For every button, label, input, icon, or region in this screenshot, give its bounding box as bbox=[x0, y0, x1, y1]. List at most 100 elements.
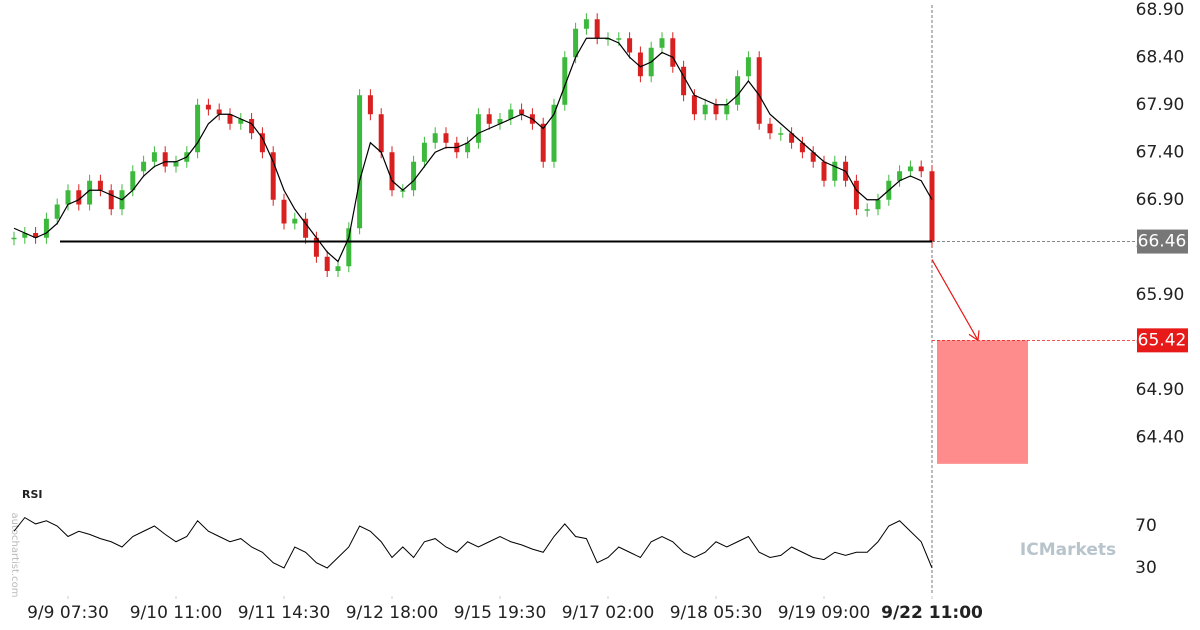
candle bbox=[411, 161, 417, 191]
y-tick-label: 67.40 bbox=[1136, 142, 1185, 162]
candle bbox=[141, 161, 147, 172]
y-tick-label: 65.90 bbox=[1136, 285, 1185, 305]
candle bbox=[497, 119, 503, 124]
candle bbox=[918, 166, 924, 172]
source: autochartist.com bbox=[9, 513, 20, 598]
y-tick-label: 64.90 bbox=[1136, 380, 1185, 400]
candle bbox=[778, 133, 784, 135]
rsi-tick-label: 30 bbox=[1135, 558, 1157, 578]
forecast-arrow bbox=[931, 259, 979, 341]
candle bbox=[443, 133, 449, 143]
candle bbox=[627, 38, 633, 53]
candle bbox=[367, 95, 373, 115]
candle bbox=[65, 190, 71, 205]
candle bbox=[87, 180, 93, 205]
candle bbox=[357, 95, 363, 229]
y-tick-label: 67.90 bbox=[1136, 95, 1185, 115]
candle bbox=[33, 233, 39, 238]
candle bbox=[691, 95, 697, 115]
candle bbox=[573, 28, 579, 58]
target-zone bbox=[937, 340, 1028, 464]
candle bbox=[238, 119, 244, 124]
candle bbox=[173, 161, 179, 167]
rsi-tick-label: 70 bbox=[1135, 516, 1157, 536]
candle bbox=[303, 218, 309, 238]
candle bbox=[335, 266, 341, 271]
candle bbox=[162, 152, 168, 167]
candle bbox=[562, 57, 568, 105]
candle bbox=[130, 171, 136, 191]
candle bbox=[292, 218, 298, 224]
support-label: 66.46 bbox=[1138, 232, 1187, 252]
candle bbox=[594, 19, 600, 39]
candle bbox=[205, 104, 211, 110]
candle bbox=[799, 142, 805, 153]
candle bbox=[713, 104, 719, 115]
x-tick-label: 9/9 07:30 bbox=[27, 603, 109, 623]
candle bbox=[108, 190, 114, 210]
candle bbox=[724, 104, 730, 115]
candle bbox=[421, 142, 427, 162]
candle bbox=[540, 123, 546, 162]
candle bbox=[249, 119, 255, 134]
target-label: 65.42 bbox=[1138, 330, 1187, 350]
x-tick-label: 9/10 11:00 bbox=[130, 603, 223, 623]
candle bbox=[789, 133, 795, 143]
candle bbox=[745, 57, 751, 77]
rsi-title: RSI bbox=[22, 488, 43, 501]
candle bbox=[43, 218, 49, 238]
candle bbox=[551, 104, 557, 162]
candle bbox=[810, 152, 816, 162]
x-tick-label: 9/12 18:00 bbox=[346, 603, 439, 623]
candle bbox=[216, 109, 222, 115]
x-tick-label: 9/15 19:30 bbox=[454, 603, 547, 623]
candle bbox=[853, 180, 859, 210]
candle bbox=[475, 114, 481, 143]
candle bbox=[259, 133, 265, 153]
candle bbox=[735, 76, 741, 105]
candle bbox=[22, 233, 28, 238]
candle bbox=[756, 57, 762, 124]
candle bbox=[324, 256, 330, 271]
y-tick-label: 68.40 bbox=[1136, 47, 1185, 67]
candle bbox=[605, 38, 611, 40]
x-tick-label: 9/17 02:00 bbox=[562, 603, 655, 623]
candle bbox=[519, 109, 525, 115]
rsi-line bbox=[13, 516, 933, 569]
candle bbox=[281, 199, 287, 224]
candle bbox=[681, 66, 687, 96]
x-tick-label: 9/18 05:30 bbox=[670, 603, 763, 623]
candle bbox=[832, 161, 838, 181]
x-tick-label: 9/19 09:00 bbox=[778, 603, 871, 623]
candle bbox=[389, 152, 395, 191]
candle bbox=[378, 114, 384, 153]
candle bbox=[702, 104, 708, 115]
candle bbox=[864, 209, 870, 211]
candle bbox=[907, 166, 913, 172]
candle bbox=[659, 38, 665, 48]
candle bbox=[583, 19, 589, 29]
candle bbox=[54, 204, 60, 219]
watermark: ICMarkets bbox=[1020, 540, 1116, 560]
candle bbox=[227, 114, 233, 124]
candle bbox=[151, 152, 157, 162]
arrow-head bbox=[968, 330, 980, 341]
support-label-box bbox=[1137, 229, 1188, 254]
candle bbox=[432, 133, 438, 143]
candle bbox=[897, 171, 903, 181]
candle bbox=[637, 52, 643, 77]
y-tick-label: 64.40 bbox=[1136, 427, 1185, 447]
target-label-box bbox=[1137, 328, 1188, 353]
candle bbox=[670, 38, 676, 67]
candle bbox=[270, 152, 276, 200]
candle bbox=[767, 123, 773, 134]
x-tick-label: 9/22 11:00 bbox=[881, 603, 983, 623]
candle bbox=[875, 199, 881, 210]
candle bbox=[465, 142, 471, 153]
candle bbox=[821, 161, 827, 181]
candle bbox=[313, 237, 319, 257]
moving-average bbox=[13, 37, 933, 263]
candle bbox=[508, 109, 514, 119]
candle bbox=[195, 104, 201, 153]
